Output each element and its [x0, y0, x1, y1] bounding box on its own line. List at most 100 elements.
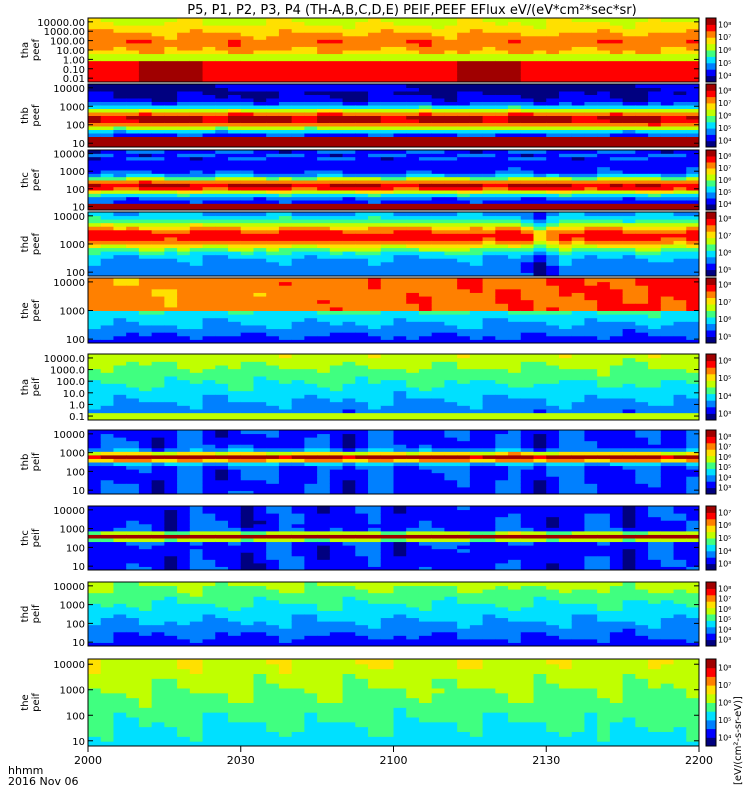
colorbar-tick-label: 10⁴ [718, 625, 731, 634]
colorbar: 10⁷ 10⁶ 10⁵ 10⁴ 10³ [705, 505, 731, 571]
y-tick-label: 1.0 [69, 400, 85, 411]
panel-frame [87, 581, 700, 647]
panel-frame [87, 429, 700, 495]
y-tick-label: 10 [72, 638, 85, 649]
y-tick-label: 10000 [53, 278, 85, 289]
y-tick-label: 100 [66, 543, 85, 554]
y-tick-label: 1000.00 [44, 27, 85, 38]
colorbar-tick-label: 10⁵ [718, 615, 731, 624]
y-tick-label: 10000 [53, 506, 85, 517]
heatmap-cells [88, 430, 700, 495]
y-tick-label: 1000 [60, 307, 85, 318]
colorbar-tick-label: 10⁶ [718, 699, 731, 708]
heatmap-cells [88, 212, 700, 277]
y-tick-label: 100 [66, 619, 85, 630]
colorbar-tick-label: 10⁴ [718, 200, 731, 209]
y-tick-label: 10.00 [56, 46, 85, 57]
y-tick-label: 10000 [53, 84, 85, 95]
colorbar-tick-label: 10⁵ [718, 124, 731, 133]
heatmap-cells [88, 18, 700, 83]
svg-text:thb: thb [20, 107, 31, 124]
colorbar-tick-label: 10⁸ [718, 281, 731, 290]
y-tick-label: 10000.00 [37, 18, 85, 29]
colorbar: 10⁸ 10⁷ 10⁶ 10⁵ 10⁴ [705, 83, 731, 148]
y-tick-label: 100 [66, 335, 85, 346]
svg-text:peef: peef [31, 299, 42, 322]
colorbar-tick-label: 10⁸ [718, 20, 731, 29]
y-tick-label: 100 [66, 268, 85, 279]
x-tick-label: 2000 [74, 754, 102, 767]
x-axis: hhmm 2016 Nov 06 2000 2030 2100 2130 2200 [8, 746, 713, 788]
colorbar-tick-label: 10⁷ [718, 681, 731, 690]
spectrogram-panel-tha-peef: tha peef 10000.001000.00100.0010.001.000.1… [20, 17, 731, 85]
y-tick-label: 1000 [60, 240, 85, 251]
svg-text:peef: peef [31, 104, 42, 127]
y-tick-label: 10 [72, 486, 85, 497]
svg-text:peef: peef [31, 232, 42, 255]
colorbar-tick-label: 10⁵ [718, 59, 731, 68]
colorbar-tick-label: 10⁷ [718, 508, 731, 517]
colorbar-tick-label: 10⁵ [718, 534, 731, 543]
y-axis-label: thb peef [20, 104, 42, 127]
y-tick-label: 10000.0 [44, 354, 85, 365]
colorbar-tick-label: 10⁴ [718, 733, 731, 742]
y-axis-label: thc peef [20, 168, 42, 191]
y-axis-label: the peef [20, 299, 42, 322]
colorbar-tick-label: 10⁴ [718, 72, 731, 81]
colorbar-tick-label: 10⁴ [718, 137, 731, 146]
heatmap-cells [88, 150, 700, 211]
colorbar-tick-label: 10³ [718, 560, 731, 569]
y-tick-label: 10 [72, 737, 85, 748]
y-tick-label: 10000 [53, 430, 85, 441]
spectrogram-panel-the-peef: the peef 10000 1000 100 10⁸ 10⁷ 10⁶ 10⁵ [20, 277, 731, 346]
colorbar-tick-label: 10⁸ [718, 86, 731, 95]
colorbar-tick-label: 10⁷ [718, 99, 731, 108]
svg-text:peef: peef [31, 38, 42, 61]
colorbar-tick-label: 10⁶ [718, 249, 731, 258]
x-tick-label: 2130 [532, 754, 560, 767]
y-tick-label: 100 [66, 711, 85, 722]
panel-frame [87, 149, 700, 211]
colorbar-tick-label: 10⁸ [718, 152, 731, 161]
y-axis-label: tha peef [20, 38, 42, 61]
colorbar-tick-label: 10⁴ [718, 547, 731, 556]
colorbar-tick-label: 10⁵ [718, 463, 731, 472]
colorbar-tick-label: 10⁶ [718, 357, 731, 366]
colorbar-tick-label: 10⁴ [718, 392, 731, 401]
colorbar-tick-label: 10⁸ [718, 214, 731, 223]
colorbar-tick-label: 10⁷ [718, 298, 731, 307]
y-tick-label: 1000 [60, 167, 85, 178]
y-tick-label: 10 [72, 202, 85, 213]
spectrogram-panel-tha-peif: tha peif10000.01000.0100.010.01.00.110⁶10… [20, 353, 731, 423]
colorbar-tick-label: 10⁶ [718, 46, 731, 55]
heatmap-cells [88, 278, 700, 344]
colorbar-tick-label: 10⁵ [718, 188, 731, 197]
colorbar-tick-label: 10⁷ [718, 33, 731, 42]
colorbar-tick-label: 10⁸ [718, 584, 731, 593]
y-axis-label: thd peef [20, 232, 42, 255]
heatmap-cells [88, 506, 700, 571]
y-axis-label: thd peif [20, 604, 42, 623]
heatmap-cells [88, 659, 700, 747]
colorbar: 10⁸ 10⁷ 10⁶ 10⁵ 10⁴ [705, 17, 731, 83]
colorbar-tick-label: 10⁷ [718, 164, 731, 173]
y-axis-label: tha peif [20, 377, 42, 396]
x-tick-label: 2030 [227, 754, 255, 767]
colorbar-tick-label: 10⁵ [718, 716, 731, 725]
x-tick-label: 2200 [685, 754, 713, 767]
colorbar-tick-label: 10⁸ [718, 664, 731, 673]
x-axis-label-hhmm: hhmm [8, 764, 43, 777]
y-tick-label: 1000 [60, 102, 85, 113]
y-tick-label: 100 [66, 185, 85, 196]
y-axis-label: thb peif [20, 452, 42, 471]
y-tick-label: 10 [72, 562, 85, 573]
y-tick-label: 1000 [60, 601, 85, 612]
colorbar-tick-label: 10⁵ [718, 374, 731, 383]
y-tick-label: 100.0 [56, 377, 85, 388]
y-tick-label: 1000 [60, 525, 85, 536]
panel-frame [87, 505, 700, 571]
y-tick-label: 100 [66, 467, 85, 478]
